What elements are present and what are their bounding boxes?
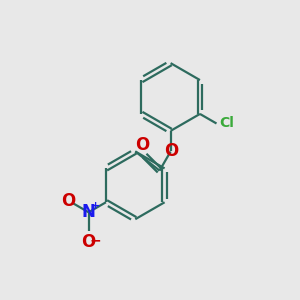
Text: O: O xyxy=(82,233,96,251)
Text: Cl: Cl xyxy=(219,116,234,130)
Text: O: O xyxy=(164,142,178,160)
Text: +: + xyxy=(91,201,100,211)
Text: O: O xyxy=(61,192,76,210)
Text: −: − xyxy=(90,233,101,247)
Text: N: N xyxy=(82,203,96,221)
Text: O: O xyxy=(135,136,149,154)
